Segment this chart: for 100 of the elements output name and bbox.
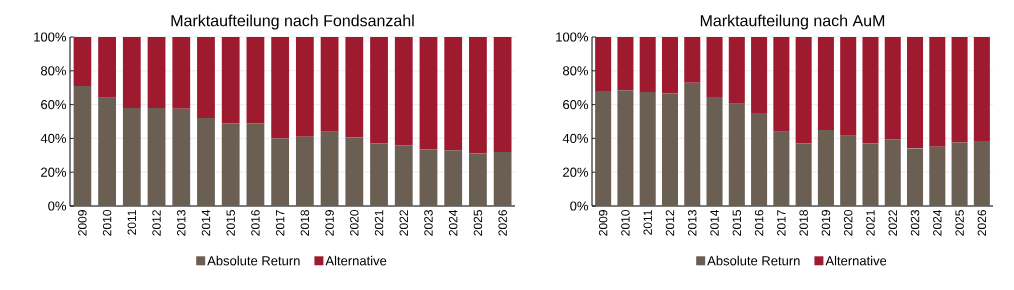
bar	[370, 143, 388, 206]
bar	[862, 143, 879, 206]
bar	[172, 108, 191, 206]
x-tick-label: 2020	[350, 210, 359, 236]
bar	[98, 97, 116, 206]
chart-title: Marktaufteilung nach Fondsanzahl	[171, 14, 414, 30]
x-tick-label: 2012	[665, 210, 675, 236]
legend-label: Alternative	[325, 255, 387, 266]
bar	[98, 37, 116, 98]
bar	[929, 146, 946, 206]
bar	[122, 107, 141, 206]
bar	[817, 129, 834, 206]
bar	[147, 37, 166, 108]
y-tick-label: 100%	[556, 32, 589, 42]
legend-label: Alternative	[825, 255, 887, 266]
bar	[951, 142, 968, 206]
bar	[246, 37, 265, 124]
bar	[221, 123, 240, 206]
x-tick-label: 2023	[910, 210, 920, 236]
x-tick-label: 2017	[777, 210, 786, 236]
y-tick-label: 40%	[562, 133, 589, 143]
x-tick-label: 2025	[955, 210, 964, 236]
bar	[907, 37, 924, 149]
y-tick-label: 80%	[563, 66, 589, 76]
bar	[661, 93, 678, 206]
x-tick-label: 2011	[127, 210, 137, 235]
bar	[197, 37, 215, 119]
x-tick-label: 2013	[688, 210, 697, 236]
x-tick-label: 2019	[325, 210, 334, 236]
bar	[773, 131, 790, 206]
bar	[419, 149, 438, 206]
y-tick-label: 0%	[48, 201, 67, 211]
bar	[172, 37, 191, 109]
y-tick-label: 60%	[41, 100, 67, 110]
chart-title: Marktaufteilung nach AuM	[700, 14, 885, 30]
bar	[122, 37, 141, 108]
y-tick-label: 20%	[41, 167, 67, 177]
x-tick-label: 2025	[473, 210, 483, 236]
bar	[320, 37, 339, 132]
x-tick-label: 2012	[152, 210, 161, 236]
bar	[271, 138, 290, 206]
bar	[394, 145, 413, 206]
x-tick-label: 2009	[598, 210, 608, 236]
bar	[469, 37, 487, 154]
x-tick-label: 2018	[799, 210, 808, 236]
x-tick-label: 2024	[448, 209, 458, 236]
x-tick-label: 2011	[643, 210, 652, 235]
bar	[595, 91, 612, 206]
bar	[973, 140, 990, 206]
bar	[639, 37, 656, 92]
bar	[444, 37, 463, 151]
x-tick-label: 2026	[498, 210, 507, 236]
bar	[706, 37, 723, 97]
bar	[493, 37, 512, 152]
x-tick-label: 2015	[732, 210, 742, 236]
x-tick-label: 2018	[300, 210, 310, 236]
bar	[706, 96, 723, 206]
bar	[773, 37, 790, 132]
bar	[221, 37, 240, 124]
bar	[684, 82, 701, 206]
y-tick-label: 60%	[563, 100, 589, 110]
x-tick-label: 2009	[78, 210, 87, 236]
bar	[147, 107, 166, 206]
x-tick-label: 2017	[275, 210, 285, 236]
y-tick-label: 20%	[563, 167, 589, 177]
x-tick-label: 2023	[424, 210, 433, 236]
bar	[271, 37, 290, 139]
bar	[795, 143, 812, 206]
bar	[840, 135, 857, 206]
y-tick-label: 100%	[34, 32, 67, 42]
bar	[728, 37, 745, 104]
x-tick-label: 2010	[621, 210, 630, 236]
x-tick-label: 2021	[374, 210, 384, 236]
bar	[751, 37, 768, 114]
x-tick-label: 2014	[710, 209, 719, 236]
bar	[246, 123, 265, 206]
bar	[661, 37, 678, 94]
x-tick-label: 2013	[177, 210, 186, 236]
bar	[951, 37, 968, 143]
x-tick-label: 2010	[102, 210, 112, 236]
bar	[370, 37, 388, 144]
bar	[295, 37, 314, 137]
bar	[73, 37, 92, 87]
bar	[493, 151, 512, 206]
x-tick-label: 2026	[977, 210, 987, 236]
y-tick-label: 80%	[41, 66, 67, 76]
x-tick-label: 2022	[888, 210, 897, 236]
bar	[840, 37, 857, 136]
bar	[929, 37, 946, 147]
x-tick-label: 2020	[843, 210, 853, 236]
x-tick-label: 2022	[399, 210, 408, 236]
bar	[295, 136, 314, 206]
bar	[862, 37, 879, 144]
bar	[197, 118, 215, 206]
bar	[469, 153, 487, 206]
bar	[617, 37, 634, 91]
legend-label: Absolute Return	[707, 255, 800, 266]
x-tick-label: 2014	[201, 209, 211, 236]
bar	[684, 37, 701, 83]
bar	[639, 91, 656, 206]
